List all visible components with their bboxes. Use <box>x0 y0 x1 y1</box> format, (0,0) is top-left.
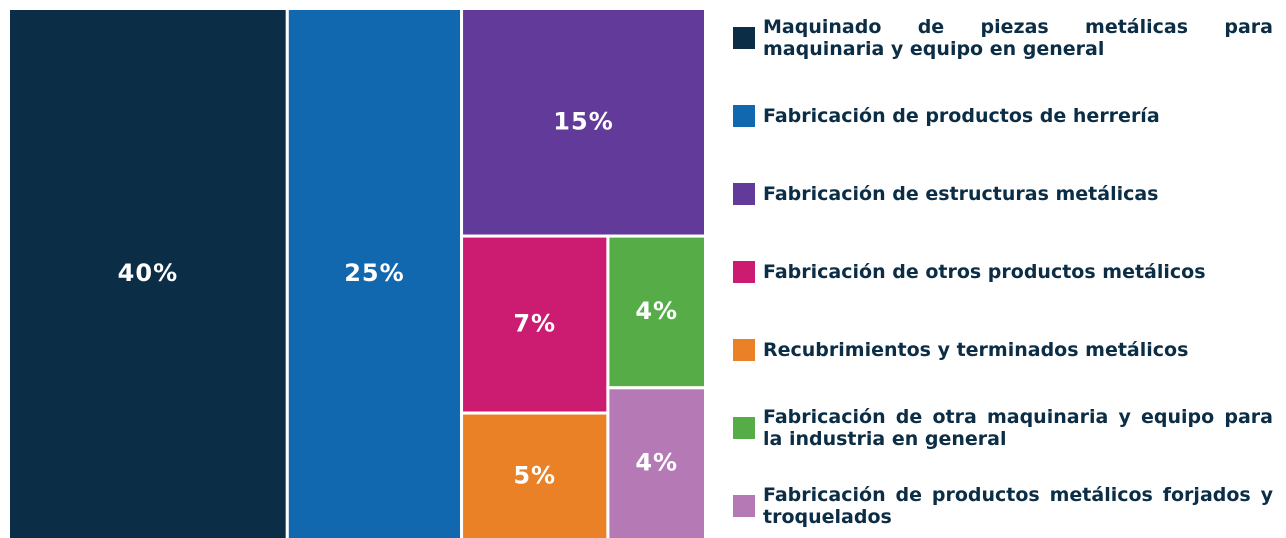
tile-label: 7% <box>513 310 556 338</box>
legend-item: Fabricación de productos de herrería <box>733 88 1273 144</box>
legend-item: Fabricación de estructuras metálicas <box>733 166 1273 222</box>
tile <box>606 386 707 538</box>
legend-item: Fabricación de otros productos metálicos <box>733 244 1273 300</box>
legend-swatch <box>733 339 755 361</box>
legend-item: Recubrimientos y terminados metálicos <box>733 322 1273 378</box>
legend-label: Recubrimientos y terminados metálicos <box>763 339 1189 361</box>
tile-label: 4% <box>635 449 678 477</box>
tile <box>285 7 464 538</box>
tile-label: 15% <box>553 107 613 135</box>
legend-swatch <box>733 495 755 517</box>
legend-swatch <box>733 27 755 49</box>
legend-item: Maquinado de piezas metálicas para maqui… <box>733 10 1273 66</box>
tile-label: 5% <box>513 461 556 489</box>
legend-item: Fabricación de otra maquinaria y equipo … <box>733 400 1273 456</box>
legend: Maquinado de piezas metálicas para maqui… <box>733 10 1273 534</box>
legend-swatch <box>733 261 755 283</box>
tile <box>7 7 289 538</box>
tile-label: 40% <box>118 259 178 287</box>
legend-label: Fabricación de otra maquinaria y equipo … <box>763 406 1273 450</box>
legend-label: Fabricación de productos de herrería <box>763 105 1160 127</box>
legend-label: Fabricación de productos metálicos forja… <box>763 484 1273 528</box>
tile-label: 4% <box>635 297 678 325</box>
tile <box>460 7 707 238</box>
legend-swatch <box>733 183 755 205</box>
legend-label: Fabricación de estructuras metálicas <box>763 183 1159 205</box>
treemap: 40% 25% 15% 7% 5% 4% 4% <box>7 7 707 538</box>
legend-item: Fabricación de productos metálicos forja… <box>733 478 1273 534</box>
tile-label: 25% <box>344 259 404 287</box>
legend-swatch <box>733 417 755 439</box>
legend-label: Maquinado de piezas metálicas para maqui… <box>763 16 1273 60</box>
legend-label: Fabricación de otros productos metálicos <box>763 261 1206 283</box>
legend-swatch <box>733 105 755 127</box>
